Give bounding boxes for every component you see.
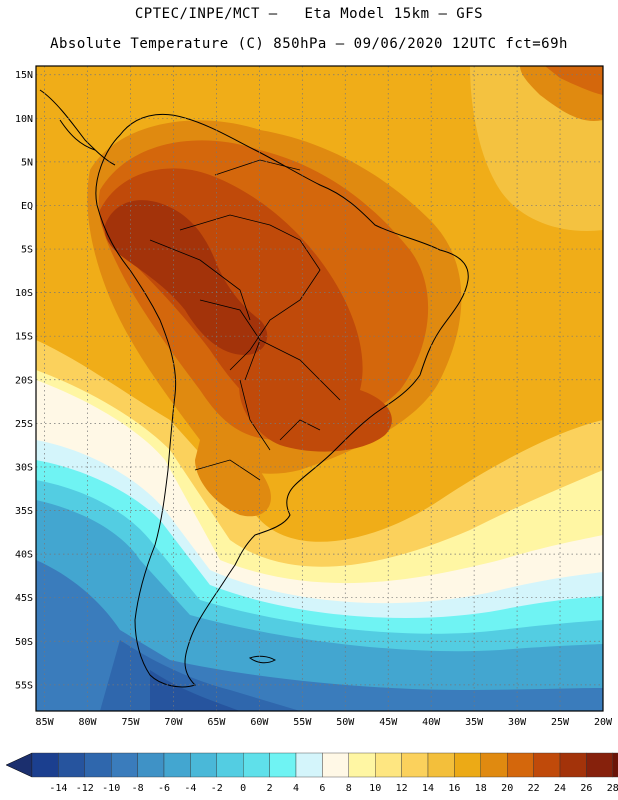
latitude-label: 40S	[15, 550, 33, 561]
latitude-label: 5S	[21, 245, 33, 256]
field-ne-darkest	[545, 66, 603, 95]
colorbar-swatch	[559, 752, 587, 778]
falkland-islands	[248, 655, 277, 664]
colorbar-swatch	[401, 752, 429, 778]
colorbar-swatch	[480, 752, 508, 778]
latitude-label: 55S	[15, 680, 33, 691]
colorbar-swatch	[58, 752, 86, 778]
field-land-darkred	[104, 200, 268, 355]
latitude-label: 45S	[15, 593, 33, 604]
colorbar-swatch	[375, 752, 402, 778]
longitude-label: 40W	[422, 717, 441, 728]
colorbar-label: -8	[132, 783, 144, 794]
country-borders	[149, 159, 341, 481]
longitude-label: 25W	[551, 717, 570, 728]
colorbar-label: -6	[158, 783, 170, 794]
latitude-label: 10N	[15, 114, 33, 125]
longitude-labels: 85W 80W 75W 70W 65W 60W 55W 50W 45W 40W 35W 30W 25W 2…	[36, 717, 613, 728]
longitude-label: 45W	[379, 717, 398, 728]
latitude-label: 5N	[21, 157, 33, 168]
colorbar-swatch	[190, 752, 217, 778]
longitude-label: 55W	[293, 717, 312, 728]
central-america-coastline	[39, 89, 116, 166]
colorbar-label: -10	[102, 783, 120, 794]
longitude-label: 70W	[164, 717, 183, 728]
colorbar-label: 12	[396, 783, 408, 794]
temperature-field	[36, 66, 603, 711]
longitude-label: 20W	[594, 717, 613, 728]
temperature-map: 15N 10N 5N EQ 5S 10S 15S 20S 25S 30S 35S 40S 45S 50S 5…	[15, 65, 613, 728]
colorbar-label: 20	[501, 783, 513, 794]
graticule	[36, 66, 603, 711]
south-america-coastline	[95, 113, 469, 688]
colorbar-swatch	[322, 752, 349, 778]
latitude-label: 15S	[15, 332, 33, 343]
latitude-label: 15N	[15, 70, 33, 81]
latitude-labels: 15N 10N 5N EQ 5S 10S 15S 20S 25S 30S 35S 40S 45S 50S 5…	[15, 70, 33, 691]
colorbar-swatch	[31, 752, 59, 778]
colorbar-swatch	[137, 752, 165, 778]
colorbar-label: 22	[528, 783, 540, 794]
colorbar-label: -14	[49, 783, 67, 794]
colorbar-swatch	[427, 752, 455, 778]
latitude-label: 25S	[15, 419, 33, 430]
colorbar-swatch	[269, 752, 297, 778]
colorbar-swatch	[454, 752, 481, 778]
colorbar-label: 24	[554, 783, 566, 794]
colorbar-label: 8	[346, 783, 352, 794]
longitude-label: 60W	[250, 717, 269, 728]
latitude-label: 30S	[15, 462, 33, 473]
colorbar-label: 4	[293, 783, 299, 794]
colorbar-label: -2	[211, 783, 223, 794]
colorbar-swatch	[533, 752, 561, 778]
colorbar-swatch	[586, 752, 614, 778]
latitude-label: 10S	[15, 288, 33, 299]
colorbar-label: 10	[369, 783, 381, 794]
map-frame	[35, 65, 604, 712]
longitude-label: 35W	[465, 717, 484, 728]
colorbar-min-arrow	[5, 752, 33, 778]
colorbar-label: 0	[240, 783, 246, 794]
colorbar-label: 6	[319, 783, 325, 794]
longitude-label: 75W	[121, 717, 140, 728]
latitude-label: 20S	[15, 375, 33, 386]
temperature-colorbar: -14 -12 -10 -8 -6 -4 -2 0 2 4 6 8 10 12 14 16 18 20 22 24 26…	[5, 752, 618, 794]
colorbar-label: 2	[267, 783, 273, 794]
colorbar-swatch	[242, 752, 270, 778]
coastlines	[39, 89, 469, 688]
colorbar-label: -4	[184, 783, 196, 794]
colorbar-swatch	[110, 752, 138, 778]
latitude-label: 35S	[15, 506, 33, 517]
field-light-blue	[36, 500, 603, 711]
colorbar-label: -12	[76, 783, 94, 794]
colorbar-swatch	[84, 752, 112, 778]
colorbar-label: 16	[448, 783, 460, 794]
colorbar-swatch	[507, 752, 534, 778]
longitude-label: 30W	[508, 717, 527, 728]
colorbar-swatch	[348, 752, 376, 778]
colorbar-swatch	[163, 752, 191, 778]
colorbar-swatch	[612, 752, 618, 778]
field-dark-blue	[150, 670, 240, 711]
map-title-line1: CPTEC/INPE/MCT – Eta Model 15km – GFS	[134, 6, 484, 22]
longitude-label: 50W	[336, 717, 355, 728]
field-argentina-orange	[195, 440, 271, 517]
colorbar-swatch	[295, 752, 323, 778]
longitude-label: 85W	[36, 717, 55, 728]
colorbar-swatch	[216, 752, 244, 778]
colorbar-label: 28	[607, 783, 618, 794]
colorbar-label: 18	[475, 783, 487, 794]
colorbar-label: 14	[422, 783, 434, 794]
map-title-line2: Absolute Temperature (C) 850hPa – 09/06/…	[50, 36, 568, 52]
colorbar-label: 26	[580, 783, 592, 794]
latitude-label: EQ	[21, 201, 33, 212]
latitude-label: 50S	[15, 637, 33, 648]
longitude-label: 65W	[207, 717, 226, 728]
longitude-label: 80W	[79, 717, 98, 728]
